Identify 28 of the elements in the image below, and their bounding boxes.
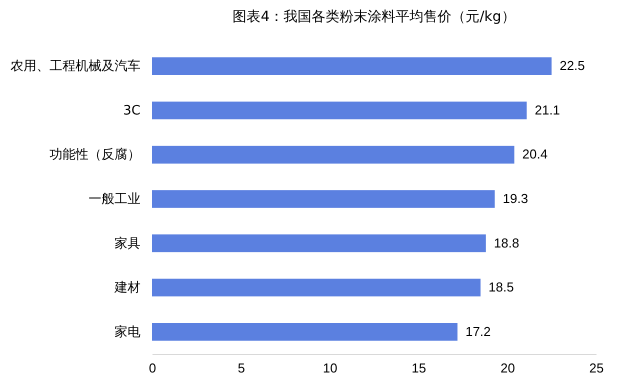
bar bbox=[152, 278, 481, 296]
bar bbox=[152, 323, 458, 341]
data-label: 20.4 bbox=[522, 146, 548, 162]
y-tick-label: 一般工业 bbox=[88, 192, 140, 207]
x-tick-label: 15 bbox=[412, 360, 426, 376]
x-tick-label: 0 bbox=[148, 360, 156, 376]
x-tick-label: 5 bbox=[238, 360, 245, 376]
y-tick-label: 家电 bbox=[114, 324, 140, 340]
bar bbox=[152, 146, 514, 164]
y-tick-label: 功能性（反腐） bbox=[50, 148, 140, 163]
y-tick-label: 家具 bbox=[114, 235, 140, 252]
data-label: 18.8 bbox=[494, 235, 520, 250]
bar bbox=[152, 57, 552, 75]
chart-title: 图表4：我国各类粉末涂料平均售价（元/kg） bbox=[232, 9, 516, 25]
x-tick-label: 10 bbox=[322, 360, 338, 376]
y-tick-label: 农用、工程机械及汽车 bbox=[10, 59, 140, 74]
y-tick-label: 建材 bbox=[114, 280, 140, 296]
data-label: 19.3 bbox=[502, 191, 528, 206]
x-tick-label: 25 bbox=[589, 360, 604, 376]
bar bbox=[152, 190, 495, 208]
bar bbox=[152, 102, 527, 120]
data-label: 21.1 bbox=[534, 102, 560, 118]
bar bbox=[152, 234, 486, 252]
data-label: 18.5 bbox=[488, 280, 514, 295]
y-tick-label: 3C bbox=[123, 103, 140, 118]
data-label: 17.2 bbox=[465, 324, 491, 339]
x-tick-label: 20 bbox=[500, 360, 515, 376]
data-label: 22.5 bbox=[560, 58, 585, 74]
